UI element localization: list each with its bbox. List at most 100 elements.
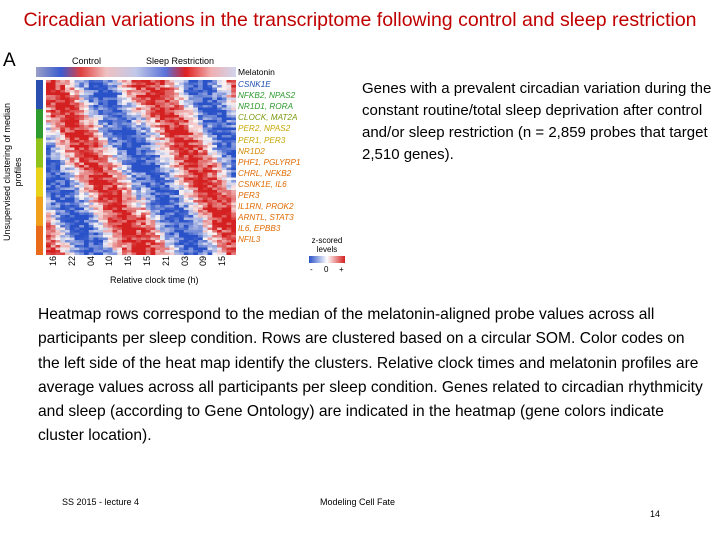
heatmap-cell	[88, 185, 94, 188]
heatmap-cell	[60, 175, 66, 178]
heatmap-cell	[46, 157, 52, 161]
heatmap-cell	[179, 82, 185, 86]
heatmap-cell	[188, 165, 194, 168]
heatmap-cell	[221, 145, 227, 148]
heatmap-cell	[169, 212, 175, 216]
heatmap-cell	[183, 120, 189, 123]
heatmap-cell	[93, 125, 99, 128]
heatmap-cell	[65, 207, 71, 211]
heatmap-cell	[207, 207, 213, 211]
heatmap-cell	[131, 232, 137, 236]
heatmap-cell	[126, 132, 132, 136]
heatmap-cell	[55, 110, 61, 113]
heatmap-cell	[145, 130, 151, 133]
heatmap-cell	[231, 170, 236, 173]
heatmap-cell	[198, 180, 204, 183]
heatmap-cell	[193, 167, 199, 171]
heatmap-cell	[131, 90, 137, 93]
heatmap-cell	[122, 92, 128, 96]
heatmap-cell	[60, 215, 66, 218]
heatmap-cell	[198, 182, 204, 186]
heatmap-cell	[193, 165, 199, 168]
heatmap-cell	[107, 115, 113, 118]
heatmap-cell	[112, 135, 118, 138]
heatmap-cell	[198, 157, 204, 161]
heatmap-cell	[231, 180, 236, 183]
heatmap-cell	[150, 135, 156, 138]
heatmap-cell	[131, 137, 137, 141]
heatmap-cell	[179, 120, 185, 123]
heatmap-cell	[136, 190, 142, 193]
heatmap-cell	[155, 107, 161, 111]
heatmap-cell	[50, 252, 56, 255]
heatmap-cell	[74, 217, 80, 221]
heatmap-cell	[74, 190, 80, 193]
x-axis-title: Relative clock time (h)	[110, 275, 199, 285]
heatmap-cell	[169, 175, 175, 178]
heatmap-cell	[212, 152, 218, 156]
heatmap-cell	[141, 110, 147, 113]
heatmap-cell	[84, 220, 90, 223]
heatmap-cell	[112, 242, 118, 246]
heatmap-cell	[193, 230, 199, 233]
heatmap-cell	[50, 187, 56, 191]
heatmap-cell	[84, 130, 90, 133]
heatmap-cell	[50, 112, 56, 116]
heatmap-cell	[88, 187, 94, 191]
heatmap-cell	[98, 152, 104, 156]
heatmap-cell	[93, 165, 99, 168]
heatmap-cell	[217, 170, 223, 173]
heatmap-cell	[60, 230, 66, 233]
heatmap-cell	[150, 92, 156, 96]
heatmap-cell	[183, 167, 189, 171]
heatmap-cell	[136, 182, 142, 186]
heatmap-cell	[179, 247, 185, 251]
heatmap-cell	[202, 230, 208, 233]
heatmap-cell	[93, 180, 99, 183]
heatmap-cell	[217, 215, 223, 218]
heatmap-cell	[74, 245, 80, 248]
heatmap-cell	[155, 250, 161, 253]
heatmap-cell	[117, 230, 123, 233]
heatmap-cell	[198, 187, 204, 191]
heatmap-cell	[217, 110, 223, 113]
heatmap-cell	[160, 100, 166, 103]
heatmap-cell	[74, 215, 80, 218]
heatmap-cell	[65, 180, 71, 183]
heatmap-cell	[84, 232, 90, 236]
heatmap-cell	[126, 215, 132, 218]
heatmap-cell	[84, 82, 90, 86]
heatmap-cell	[207, 212, 213, 216]
heatmap-cell	[155, 232, 161, 236]
heatmap-cell	[183, 207, 189, 211]
heatmap-cell	[69, 127, 75, 131]
heatmap-cell	[150, 247, 156, 251]
heatmap-cell	[107, 205, 113, 208]
cluster-color-strip	[36, 80, 43, 255]
heatmap-cell	[103, 162, 109, 166]
heatmap-cell	[88, 182, 94, 186]
heatmap-cell	[183, 225, 189, 228]
heatmap-cell	[169, 152, 175, 156]
heatmap-cell	[69, 187, 75, 191]
heatmap-cell	[212, 170, 218, 173]
heatmap-cell	[207, 202, 213, 206]
heatmap-cell	[202, 182, 208, 186]
heatmap-cell	[179, 102, 185, 106]
heatmap-cell	[183, 200, 189, 203]
heatmap-cell	[141, 205, 147, 208]
heatmap-cell	[150, 167, 156, 171]
heatmap-cell	[174, 105, 180, 108]
heatmap-cell	[141, 120, 147, 123]
heatmap-cell	[141, 217, 147, 221]
heatmap-cell	[221, 105, 227, 108]
heatmap-cell	[136, 172, 142, 176]
heatmap-cell	[231, 240, 236, 243]
heatmap-cell	[221, 120, 227, 123]
heatmap-cell	[174, 195, 180, 198]
heatmap-cell	[207, 192, 213, 196]
heatmap-cell	[74, 247, 80, 251]
heatmap-cell	[174, 190, 180, 193]
heatmap-cell	[217, 187, 223, 191]
heatmap-cell	[103, 122, 109, 126]
